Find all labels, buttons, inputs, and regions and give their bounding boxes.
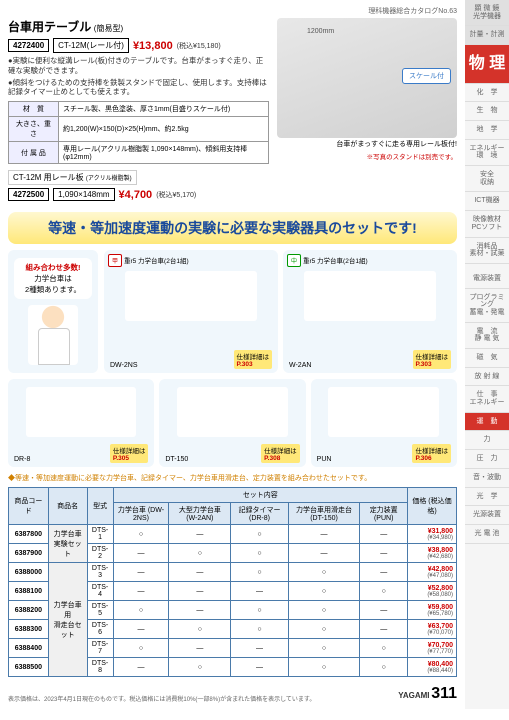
sidebar-item: 放 射 線 [465, 368, 509, 387]
table-row: 6388000力学台車用滑走台セットDTS-3——○○—¥42,800(¥47,… [9, 563, 457, 582]
sidebar-item: 電源装置 [465, 270, 509, 289]
sidebar-item: 圧 力 [465, 450, 509, 469]
spec-table: 材 質スチール製、黒色塗装、厚さ1mm(目盛りスケール付) 大きさ、重さ約1,2… [8, 101, 269, 164]
scale-badge: スケール付 [402, 68, 451, 84]
set-table: 商品コード 商品名 型式 セット内容 価格 (税込価格) 力学台車 (DW-2N… [8, 487, 457, 677]
sidebar-active-sub: 運 動 [465, 413, 509, 432]
sidebar-item: 光源装置 [465, 506, 509, 525]
sidebar-item: 仕 事エネルギー [465, 386, 509, 412]
category-sidebar: 顕 微 鏡光学機器計量・計測 物 理 化 学生 物地 学エネルギー環 境安全収納… [465, 0, 509, 709]
sidebar-item: 光 学 [465, 488, 509, 507]
sidebar-item: 顕 微 鏡光学機器 [465, 0, 509, 26]
card-dw2ns: 甲 重r5 力学台車(2台1組) DW-2NS 仕様詳細はP.303 [104, 250, 278, 373]
speech-panel: 組み合わせ多数! 力学台車は 2種類あります。 [8, 250, 98, 373]
sidebar-main-category: 物 理 [465, 45, 509, 84]
sidebar-item: 力 [465, 431, 509, 450]
sidebar-item: エネルギー環 境 [465, 140, 509, 166]
sidebar-item: 生 物 [465, 102, 509, 121]
page-number: 311 [431, 685, 457, 702]
sidebar-item: 安全収納 [465, 166, 509, 192]
top-product-section: 台車用テーブル (簡易型) 4272400 CT-12M(レール付) ¥13,8… [8, 18, 457, 204]
sidebar-item: 地 学 [465, 121, 509, 140]
product-code-row: 4272400 CT-12M(レール付) ¥13,800 (税込¥15,180) [8, 38, 269, 53]
bullet-2: ●傾斜をつけるための支持棒を鉄製スタンドで固定し、使用します。支持棒は記録タイマ… [8, 78, 269, 98]
page-footer: 表示価格は、2023年4月1日現在のものです。税込価格には消費税10%(一部8%… [8, 685, 457, 703]
sidebar-item: 光 電 池 [465, 525, 509, 544]
product-title: 台車用テーブル (簡易型) [8, 18, 269, 35]
sidebar-item: 電 流静 電 気 [465, 323, 509, 349]
section-banner: 等速・等加速度運動の実験に必要な実験器具のセットです! [8, 212, 457, 244]
image-note: ※写真のスタンドは別売です。 [277, 151, 457, 161]
mascot-illustration [28, 305, 78, 365]
product-image: 1200mm スケール付 [277, 18, 457, 138]
bullet-1: ●実験に便利な縦溝レール(板)付きのテーブルです。台車がまっすぐ走り、正確な実験… [8, 56, 269, 76]
sidebar-item: 計量・計測 [465, 26, 509, 45]
sidebar-item: プログラミング蓄電・発電 [465, 289, 509, 323]
sidebar-item: 磁 気 [465, 349, 509, 368]
set-note: ◆等速・等加速度運動に必要な力学台車、記録タイマー、力学台車用滑走台、定力装置を… [8, 473, 457, 483]
image-caption: 台車がまっすぐに走る専用レール板付! [277, 139, 457, 149]
card-dt150: DT-150 仕様詳細はP.308 [159, 379, 305, 467]
product-cards-row1: 甲 重r5 力学台車(2台1組) DW-2NS 仕様詳細はP.303 中 重r5… [104, 250, 457, 373]
sidebar-item: ICT機器 [465, 192, 509, 211]
rail-code-row: 4272500 1,090×148mm ¥4,700 (税込¥5,170) [8, 188, 269, 201]
table-row: 6387800力学台車実験セットDTS-1○—○——¥31,800(¥34,98… [9, 525, 457, 544]
card-w2an: 中 重r5 力学台車(2台1組) W-2AN 仕様詳細はP.303 [283, 250, 457, 373]
sidebar-item: 化 学 [465, 84, 509, 103]
product-cards-row2: DR-8 仕様詳細はP.305 DT-150 仕様詳細はP.308 PUN 仕様… [8, 379, 457, 467]
catalog-number: 理科機器総合カタログNo.63 [8, 6, 457, 16]
card-pun: PUN 仕様詳細はP.306 [311, 379, 457, 467]
rail-board-heading: CT-12M 用レール板 (アクリル樹脂製) [8, 170, 137, 185]
card-dr8: DR-8 仕様詳細はP.305 [8, 379, 154, 467]
brand-logo: YAGAMI [398, 691, 429, 700]
sidebar-item: 音・波動 [465, 469, 509, 488]
sidebar-item: 映像教材PCソフト [465, 211, 509, 237]
sidebar-item: 消耗品素材・試薬 [465, 238, 509, 264]
